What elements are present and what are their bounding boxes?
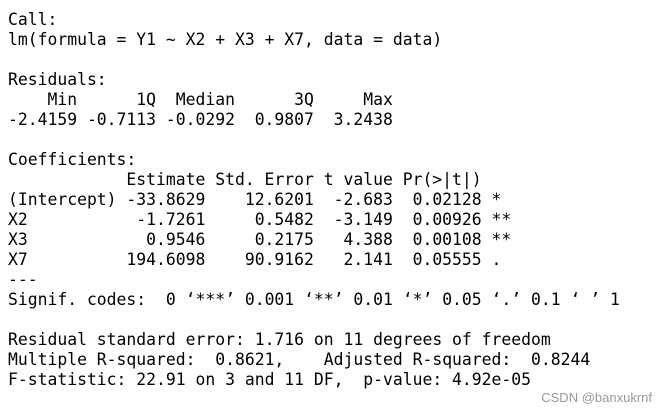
coefficient-value: 90.9162	[244, 250, 314, 269]
coefficient-value: 0.2175	[254, 230, 314, 249]
column-header: 1Q	[136, 90, 157, 109]
column-header: t value	[323, 170, 393, 189]
row-name: X2	[8, 210, 28, 229]
coefficient-value: 0.00108	[412, 230, 482, 249]
signif-stars: .	[491, 250, 502, 269]
column-header: Std. Error	[215, 170, 314, 189]
summary-line: Residual standard error: 1.716 on 11 deg…	[8, 330, 551, 349]
column-header: Min	[47, 90, 78, 109]
coefficient-value: 4.388	[343, 230, 393, 249]
coefficient-value: -1.7261	[136, 210, 206, 229]
row-name: X3	[8, 230, 28, 249]
signif-codes: Signif. codes: 0 ‘***’ 0.001 ‘**’ 0.01 ‘…	[8, 290, 620, 309]
signif-stars: *	[491, 190, 502, 209]
column-header: Estimate	[126, 170, 206, 189]
separator: ---	[8, 270, 38, 289]
watermark: CSDN @banxukrnf	[541, 390, 652, 405]
section-label: Coefficients:	[8, 150, 137, 169]
residual-value: -2.4159	[8, 110, 78, 129]
formula: lm(formula = Y1 ~ X2 + X3 + X7, data = d…	[8, 30, 443, 49]
residual-value: -0.0292	[165, 110, 235, 129]
coefficient-value: 2.141	[343, 250, 393, 269]
coefficient-value: 0.9546	[146, 230, 206, 249]
row-name: (Intercept)	[8, 190, 117, 209]
residual-value: -0.7113	[86, 110, 157, 129]
section-label: Residuals:	[8, 70, 107, 89]
residual-value: 0.9807	[254, 110, 314, 129]
column-header: Median	[175, 90, 235, 109]
residual-value: 3.2438	[333, 110, 393, 129]
coefficient-value: 0.02128	[412, 190, 482, 209]
coefficient-value: 0.05555	[412, 250, 482, 269]
column-header: 3Q	[294, 90, 314, 109]
row-name: X7	[8, 250, 28, 269]
column-header: Pr(>|t|)	[402, 170, 482, 189]
coefficient-value: -3.149	[333, 210, 393, 229]
coefficient-value: 12.6201	[244, 190, 314, 209]
section-label: Call:	[8, 10, 58, 29]
signif-stars: **	[491, 230, 512, 249]
coefficient-value: -33.8629	[126, 190, 206, 209]
coefficient-value: 194.6098	[126, 250, 206, 269]
signif-stars: **	[491, 210, 512, 229]
coefficient-value: -2.683	[333, 190, 393, 209]
summary-line: F-statistic: 22.91 on 3 and 11 DF, p-val…	[8, 370, 532, 389]
summary-line: Multiple R-squared: 0.8621, Adjusted R-s…	[8, 350, 591, 369]
coefficient-value: 0.00926	[412, 210, 482, 229]
column-header: Max	[363, 90, 393, 109]
coefficient-value: 0.5482	[254, 210, 314, 229]
